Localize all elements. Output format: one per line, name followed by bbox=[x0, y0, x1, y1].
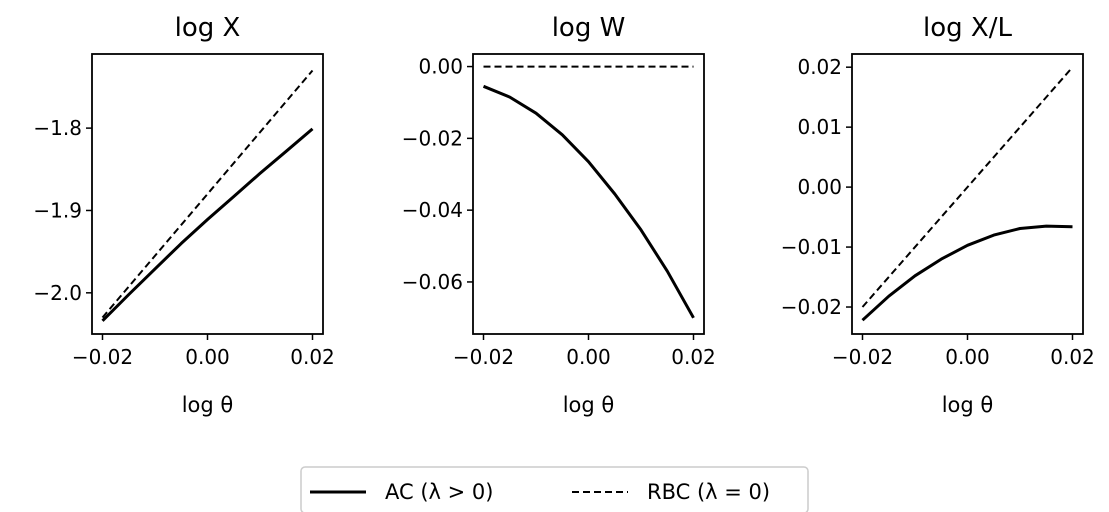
y-tick-label: −1.9 bbox=[33, 198, 82, 222]
x-axis-label: log θ bbox=[563, 393, 615, 417]
axes-frame bbox=[91, 53, 324, 335]
x-axis-label: log θ bbox=[182, 393, 234, 417]
panel-title: log X bbox=[175, 13, 241, 43]
y-tick-label: 0.00 bbox=[797, 175, 842, 199]
series-rbc-line bbox=[861, 66, 1074, 308]
y-tick-label: 0.00 bbox=[418, 55, 463, 79]
panel-2: log W −0.02 0.00 0.02 −0.06 −0.04 −0.02 0.00 log… bbox=[402, 13, 716, 417]
y-tick-label: −0.02 bbox=[781, 295, 842, 319]
x-tick-label: −0.02 bbox=[72, 345, 133, 369]
y-tick-label: −0.06 bbox=[402, 270, 463, 294]
panel-1: log X −0.02 0.00 0.02 −2.0 −1.9 −1.8 log θ bbox=[33, 13, 334, 417]
legend-entry-ac: AC (λ > 0) bbox=[385, 480, 493, 504]
y-tick-label: −0.04 bbox=[402, 198, 463, 222]
x-tick-label: 0.02 bbox=[671, 345, 716, 369]
panel-3: log X/L −0.02 0.00 0.02 −0.02 −0.01 0.00 0.01 0.… bbox=[781, 13, 1095, 417]
series-ac-line bbox=[482, 84, 695, 319]
y-tick-label: 0.02 bbox=[797, 55, 842, 79]
series-rbc-line bbox=[101, 69, 314, 319]
x-tick-label: 0.00 bbox=[185, 345, 230, 369]
x-axis-label: log θ bbox=[942, 393, 994, 417]
legend: AC (λ > 0) RBC (λ = 0) bbox=[300, 466, 809, 512]
legend-entry-rbc: RBC (λ = 0) bbox=[647, 480, 770, 504]
x-tick-label: −0.02 bbox=[832, 345, 893, 369]
panel-title: log W bbox=[552, 13, 626, 43]
legend-frame bbox=[300, 466, 809, 512]
x-tick-label: 0.02 bbox=[1050, 345, 1095, 369]
series-ac-line bbox=[861, 224, 1073, 322]
series-ac-line bbox=[101, 127, 314, 322]
panel-title: log X/L bbox=[923, 13, 1012, 43]
y-tick-label: −0.02 bbox=[402, 126, 463, 150]
x-tick-label: 0.00 bbox=[945, 345, 990, 369]
x-tick-label: 0.02 bbox=[290, 345, 335, 369]
x-tick-label: −0.02 bbox=[453, 345, 514, 369]
x-tick-label: 0.00 bbox=[566, 345, 611, 369]
y-tick-label: −1.8 bbox=[33, 116, 82, 140]
y-tick-label: 0.01 bbox=[797, 115, 842, 139]
y-tick-label: −0.01 bbox=[781, 235, 842, 259]
y-tick-label: −2.0 bbox=[33, 281, 82, 305]
